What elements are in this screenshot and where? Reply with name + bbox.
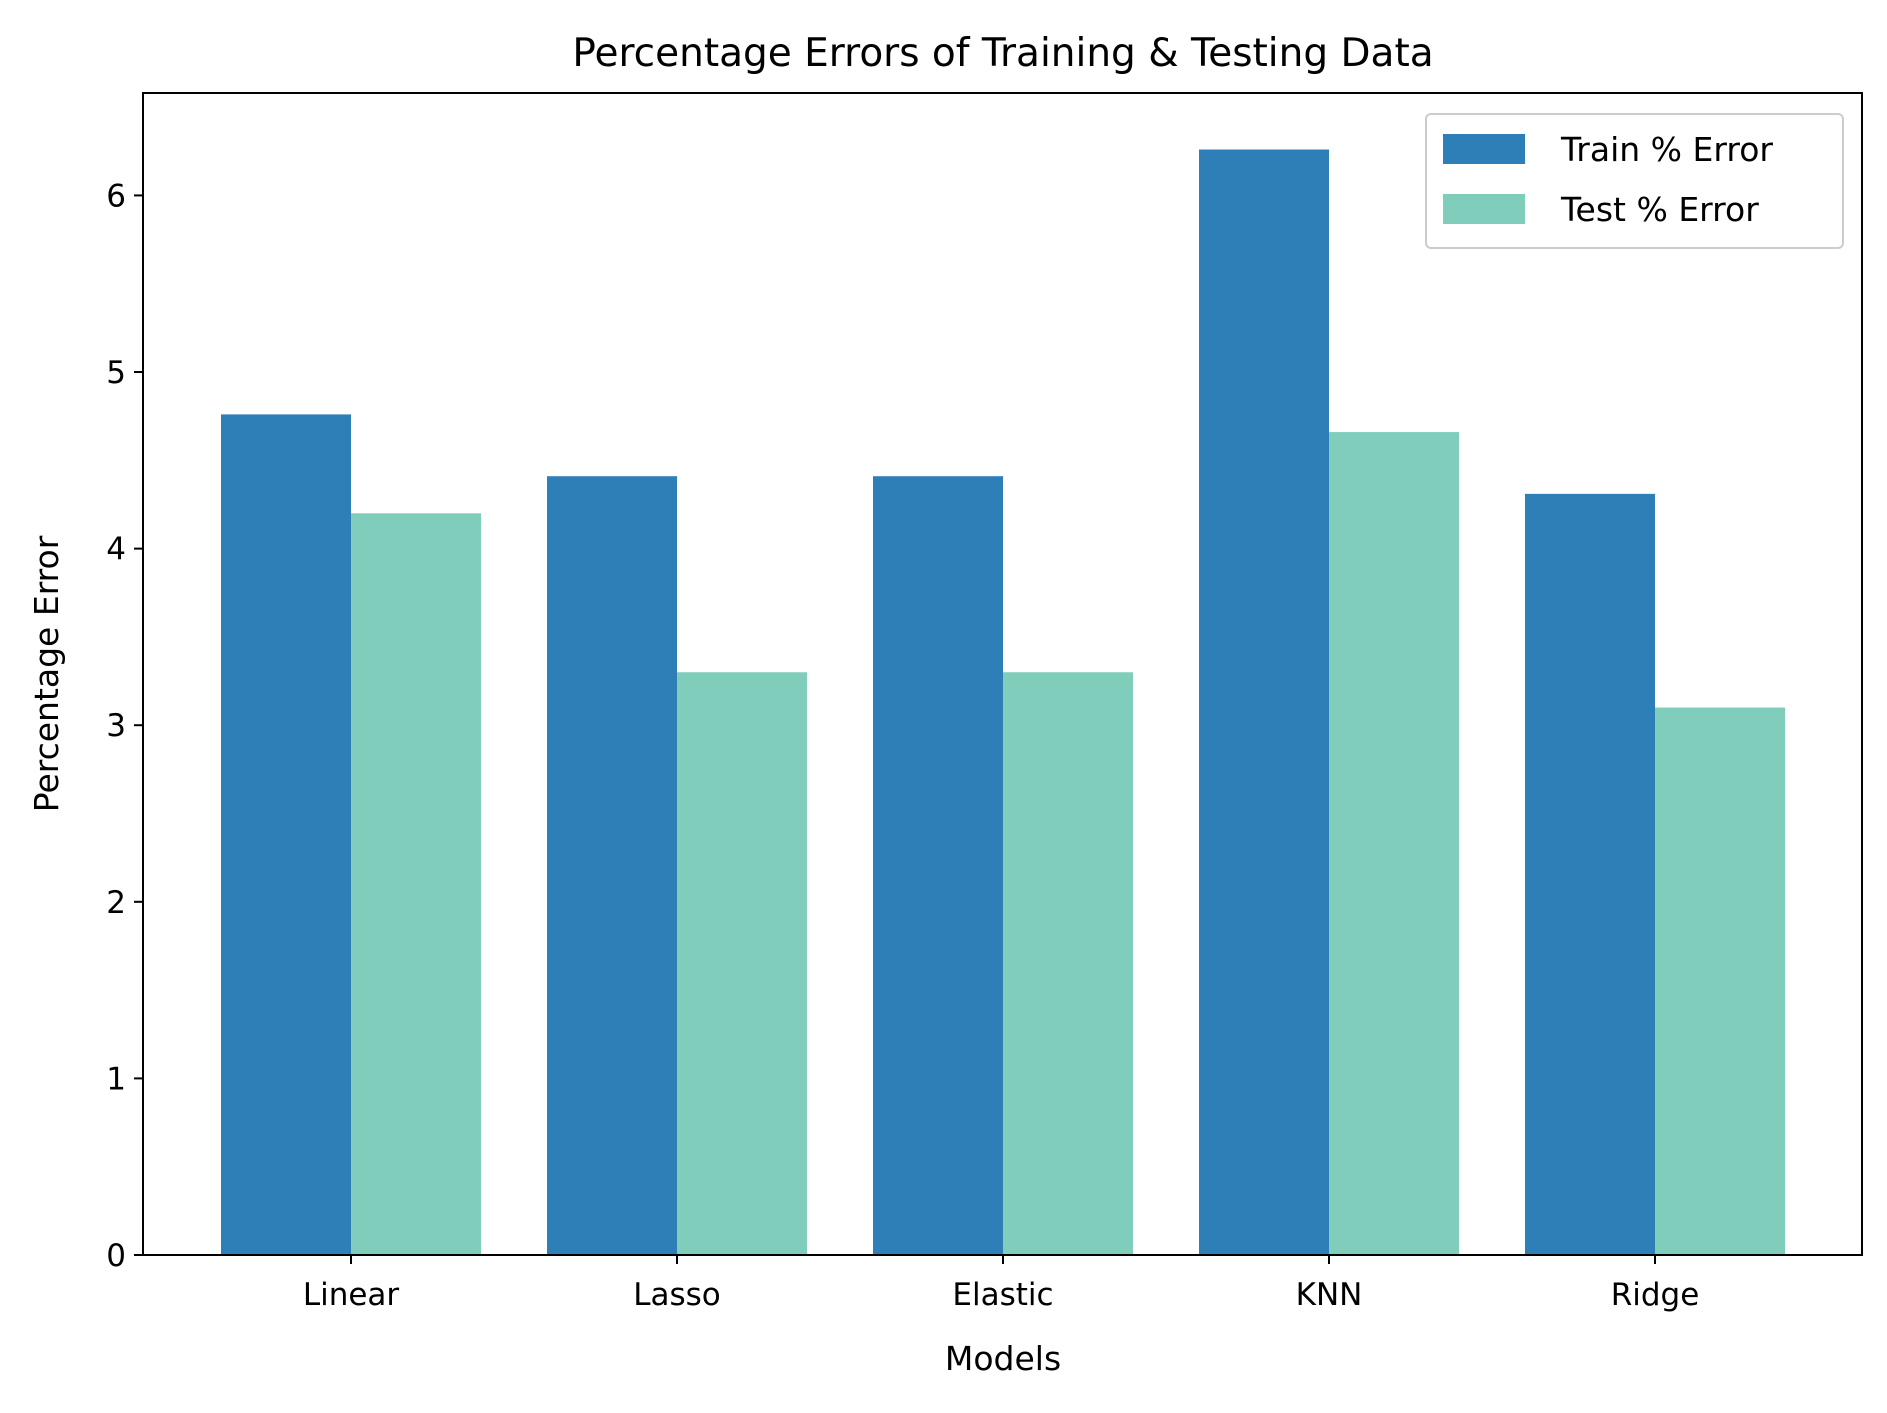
bar-test-error-linear [351, 513, 481, 1255]
bar-train-error-linear [221, 414, 351, 1255]
x-tick-label-knn: KNN [1296, 1277, 1363, 1313]
bar-test-error-lasso [677, 672, 807, 1255]
x-axis-label: Models [945, 1339, 1061, 1378]
x-tick-label-elastic: Elastic [952, 1277, 1053, 1313]
y-tick-label: 3 [106, 708, 126, 744]
legend-label-0: Train % Error [1560, 130, 1773, 169]
legend-swatch-0 [1443, 134, 1525, 164]
legend-swatch-1 [1443, 194, 1525, 224]
legend-box [1425, 113, 1844, 249]
bar-test-error-ridge [1655, 707, 1785, 1255]
x-axis-ticks: Linear Lasso Elastic KNN Ridge [303, 1255, 1699, 1313]
y-tick-label: 2 [106, 885, 126, 921]
bar-test-error-knn [1329, 432, 1459, 1255]
chart-title: Percentage Errors of Training & Testing … [572, 31, 1433, 76]
y-tick-label: 0 [106, 1238, 126, 1274]
x-tick-label-ridge: Ridge [1611, 1277, 1700, 1313]
y-tick-label: 6 [106, 178, 126, 214]
bar-train-error-lasso [547, 476, 677, 1255]
bar-train-error-ridge [1525, 493, 1655, 1256]
bar-train-error-elastic [873, 476, 1003, 1255]
y-tick-label: 4 [106, 532, 126, 568]
y-tick-label: 1 [106, 1061, 126, 1097]
y-tick-label: 5 [106, 355, 126, 391]
bar-train-error-knn [1199, 149, 1329, 1256]
y-axis-label: Percentage Error [27, 535, 66, 812]
x-tick-label-linear: Linear [303, 1277, 400, 1313]
legend-label-1: Test % Error [1560, 190, 1759, 229]
bar-test-error-elastic [1003, 672, 1133, 1255]
bars-group [221, 149, 1785, 1256]
x-tick-label-lasso: Lasso [633, 1277, 721, 1313]
legend: Train % Error Test % Error [1425, 113, 1844, 249]
y-axis-ticks: 0 1 2 3 4 5 6 [106, 178, 143, 1274]
